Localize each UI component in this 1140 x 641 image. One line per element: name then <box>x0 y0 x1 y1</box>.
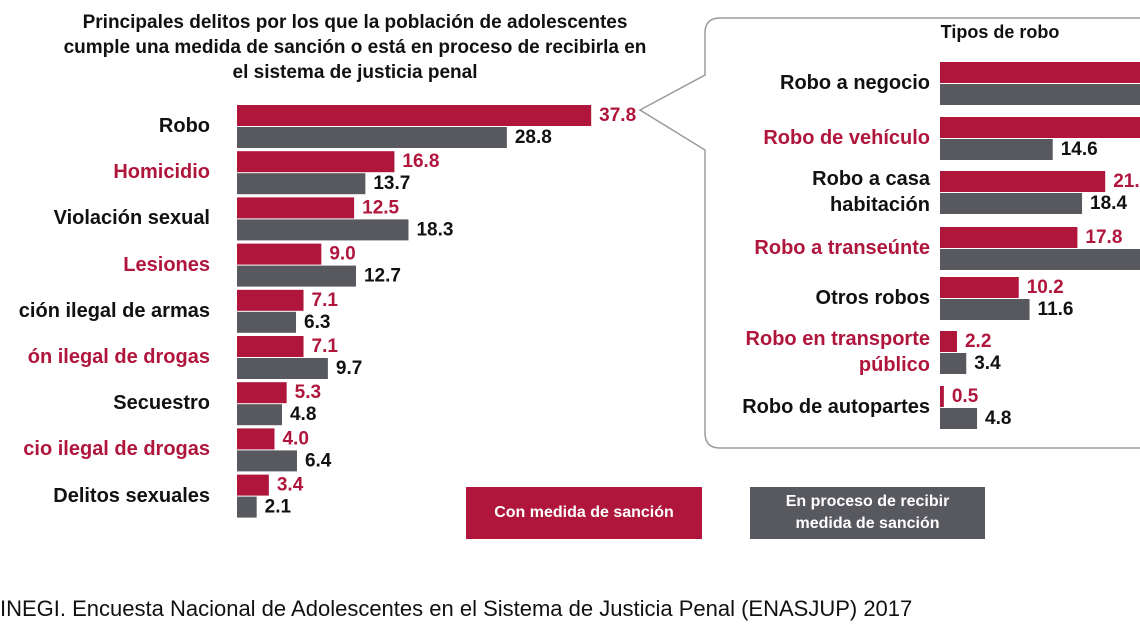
value-label: 3.4 <box>974 353 1001 374</box>
bar <box>237 173 366 195</box>
bar <box>237 358 328 379</box>
bar <box>237 127 507 148</box>
bar <box>237 219 409 241</box>
value-label: 12.5 <box>362 197 399 218</box>
category-label: Robo a casa habitación <box>812 168 930 216</box>
bar <box>940 84 1140 105</box>
value-label: 4.0 <box>282 428 308 449</box>
category-label: Lesiones <box>123 253 210 276</box>
value-label: 0.5 <box>952 386 979 407</box>
category-label: Robo en transporte público <box>745 328 930 376</box>
category-label: Robo de autopartes <box>742 396 930 418</box>
value-label: 16.8 <box>402 151 439 172</box>
value-label: 2.2 <box>965 331 991 352</box>
bar <box>237 197 355 219</box>
bar <box>237 382 287 404</box>
bar <box>940 277 1019 298</box>
bar <box>940 171 1106 192</box>
bar <box>237 151 395 173</box>
bar <box>940 117 1140 138</box>
bar <box>237 289 304 311</box>
bar <box>237 428 275 450</box>
category-label: ción ilegal de armas <box>18 299 210 322</box>
value-label: 9.7 <box>336 358 362 379</box>
value-label: 12.7 <box>364 266 401 287</box>
value-label: 11.6 <box>1038 299 1074 320</box>
category-label: cio ilegal de drogas <box>23 438 210 461</box>
value-label: 7.1 <box>312 336 339 357</box>
category-label: Violación sexual <box>53 207 210 230</box>
bar <box>237 336 304 357</box>
bar <box>237 496 257 518</box>
bar <box>940 299 1030 320</box>
category-label: Robo a negocio <box>780 72 930 94</box>
category-label: Homicidio <box>113 161 210 184</box>
category-label: Robo <box>158 115 210 137</box>
category-label: Secuestro <box>113 392 210 415</box>
value-label: 18.3 <box>416 219 453 240</box>
value-label: 28.8 <box>515 127 552 148</box>
value-label: 9.0 <box>329 244 355 265</box>
bar <box>237 265 356 287</box>
legend-entry: En proceso de recibir medida de sanción <box>750 487 985 539</box>
value-label: 2.1 <box>265 497 292 518</box>
subchart-title: Tipos de robo <box>940 22 1060 42</box>
value-label: 6.3 <box>304 312 330 333</box>
value-label: 4.8 <box>985 408 1011 429</box>
source-note: INEGI. Encuesta Nacional de Adolescentes… <box>0 596 913 621</box>
bar <box>940 227 1078 248</box>
bar <box>940 353 967 374</box>
legend-entry: Con medida de sanción <box>466 487 702 539</box>
bar <box>237 311 297 333</box>
value-label: 10.2 <box>1027 277 1064 298</box>
value-label: 18.4 <box>1090 193 1127 214</box>
value-label: 3.4 <box>277 475 304 496</box>
bar <box>940 139 1053 160</box>
value-label: 21.4 <box>1113 171 1140 192</box>
bar <box>237 450 297 472</box>
category-label: Robo a transeúnte <box>754 237 930 259</box>
bar <box>237 404 282 426</box>
bar <box>940 408 978 429</box>
bar <box>940 62 1140 83</box>
bar <box>237 474 269 496</box>
category-label: Otros robos <box>815 287 930 309</box>
value-label: 37.8 <box>599 105 636 126</box>
value-label: 6.4 <box>305 450 332 471</box>
bar <box>237 243 322 265</box>
bar <box>237 105 592 126</box>
value-label: 4.8 <box>290 404 316 425</box>
value-label: 17.8 <box>1085 227 1122 248</box>
category-label: ón ilegal de drogas <box>27 346 210 368</box>
bar <box>940 193 1083 214</box>
value-label: 7.1 <box>312 290 339 311</box>
value-label: 13.7 <box>373 173 410 194</box>
chart-title: Principales delitos por los que la pobla… <box>63 12 647 83</box>
value-label: 5.3 <box>295 382 321 403</box>
bar <box>940 386 944 407</box>
category-label: Robo de vehículo <box>763 127 930 149</box>
bar <box>940 331 957 352</box>
value-label: 14.6 <box>1061 139 1098 160</box>
category-label: Delitos sexuales <box>53 484 210 507</box>
bar <box>940 249 1140 270</box>
